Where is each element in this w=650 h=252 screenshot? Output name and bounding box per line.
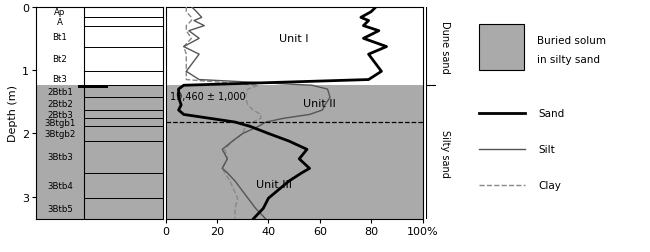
Text: Clay: Clay [538, 180, 561, 190]
Bar [36, 8, 162, 86]
Text: Bt3: Bt3 [53, 75, 67, 83]
Text: 3Btb3: 3Btb3 [47, 153, 73, 162]
Text: Silty sand: Silty sand [441, 129, 450, 177]
Text: Unit II: Unit II [304, 99, 336, 109]
Text: in silty sand: in silty sand [537, 54, 599, 65]
Y-axis label: Depth (m): Depth (m) [8, 85, 18, 142]
Bar [479, 24, 524, 71]
Text: 3Btgb2: 3Btgb2 [44, 130, 75, 139]
Text: 3Btb5: 3Btb5 [47, 204, 73, 213]
Text: Sand: Sand [538, 108, 564, 118]
Bar [36, 86, 162, 219]
Text: Bt1: Bt1 [53, 33, 67, 41]
Text: Buried solum: Buried solum [537, 36, 606, 46]
Text: Unit I: Unit I [280, 34, 309, 44]
Text: Dune sand: Dune sand [441, 20, 450, 73]
Text: 2Btb1: 2Btb1 [47, 87, 73, 97]
Bar [166, 86, 422, 219]
Text: A: A [57, 18, 63, 27]
Text: 2Btb2: 2Btb2 [47, 100, 73, 109]
Bar [77, 86, 108, 89]
Text: Silt: Silt [538, 144, 555, 154]
Text: 3Btgb1: 3Btgb1 [44, 118, 75, 127]
Text: 2Btb3: 2Btb3 [47, 110, 73, 119]
Text: 3Btb4: 3Btb4 [47, 181, 73, 190]
Text: Bt2: Bt2 [53, 55, 67, 64]
Text: Ap: Ap [54, 9, 66, 17]
Text: 19,460 ± 1,000: 19,460 ± 1,000 [170, 91, 245, 102]
Text: Unit III: Unit III [255, 179, 292, 190]
Bar [166, 8, 422, 86]
